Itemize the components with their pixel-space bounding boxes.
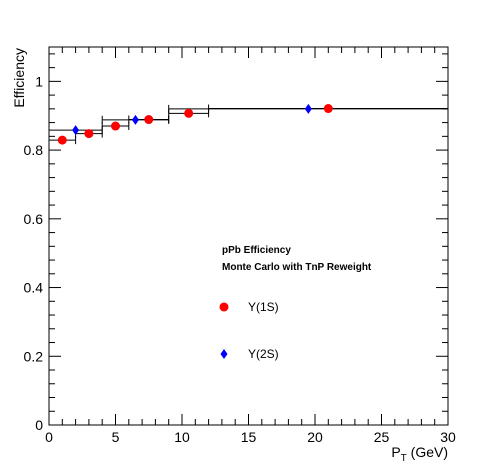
y-tick-label: 0.2 [24,348,44,364]
y-tick-label: 0.8 [24,142,44,158]
legend-label-upsilon-2s: Υ(2S) [248,347,279,361]
error-bars [48,104,449,145]
legend-header-line-1: pPb Efficiency [222,245,291,256]
plot-frame [48,46,449,426]
data-points [57,103,333,145]
axis-ticks [48,47,449,426]
x-axis-label-main: P [391,444,400,460]
upsilon-2s-point [131,114,139,125]
legend: pPb Efficiency Monte Carlo with TnP Rewei… [219,245,372,361]
upsilon-1s-point [144,115,154,125]
upsilon-1s-point [184,108,194,118]
legend-marker-upsilon-2s [220,349,228,359]
upsilon-2s-point [304,103,312,114]
upsilon-1s-point [323,104,333,114]
legend-marker-upsilon-1s [219,302,229,312]
x-axis-label-unit: (GeV) [407,444,448,460]
legend-label-upsilon-1s: Υ(1S) [248,300,279,314]
upsilon-1s-point [111,121,120,131]
x-tick-label: 15 [241,429,257,445]
tick-labels: 0 5 10 15 20 25 30 0 0.2 0.4 0.6 0.8 1 [24,73,456,445]
x-tick-label: 10 [174,429,190,445]
legend-header-line-2: Monte Carlo with TnP Reweight [222,262,372,273]
y-tick-label: 0.6 [24,211,44,227]
x-tick-label: 5 [112,429,120,445]
x-axis-label-subscript: T [401,453,407,464]
x-tick-label: 20 [307,429,323,445]
x-tick-label: 25 [374,429,390,445]
plot-border [48,46,449,426]
upsilon-1s-point [57,135,67,145]
x-tick-label: 0 [45,429,53,445]
x-tick-label: 30 [440,429,456,445]
x-axis-label: PT (GeV) [391,444,448,464]
y-axis-label: Efficiency [11,48,27,108]
y-tick-label: 0 [35,417,43,433]
upsilon-1s-point [84,129,94,139]
y-tick-label: 1 [35,73,43,89]
y-tick-label: 0.4 [24,280,44,296]
upsilon-2s-point [72,125,80,136]
